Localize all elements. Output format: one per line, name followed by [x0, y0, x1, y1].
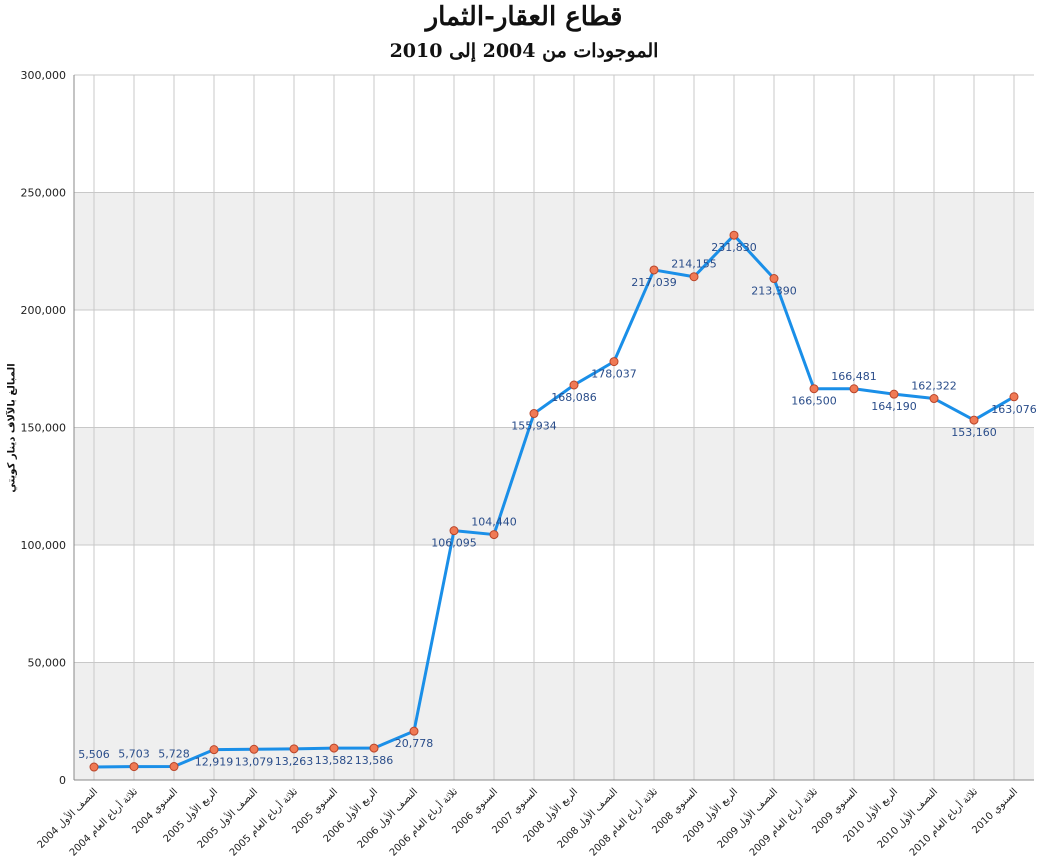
grid-band: [74, 662, 1034, 780]
data-point: [129, 762, 139, 772]
data-label: 217,039: [631, 276, 677, 289]
data-point: [849, 384, 859, 394]
data-point: [489, 530, 499, 540]
x-tick-label: ثلاثة أرباع العام 2008: [586, 785, 660, 859]
data-label: 166,481: [831, 370, 877, 383]
x-tick-label: ثلاثة أرباع العام 2009: [746, 785, 820, 859]
y-tick-label: 50,000: [28, 657, 67, 670]
data-point: [929, 394, 939, 404]
data-point: [569, 380, 579, 390]
data-point: [449, 526, 459, 536]
data-label: 153,160: [951, 426, 997, 439]
data-point: [769, 274, 779, 284]
data-label: 104,440: [471, 516, 517, 529]
x-tick-label: ثلاثة أرباع العام 2004: [66, 785, 140, 859]
data-label: 13,079: [235, 755, 274, 768]
grid-band: [74, 427, 1034, 545]
chart-title: قطاع العقار-الثمار: [425, 2, 623, 32]
data-point: [609, 357, 619, 367]
data-point: [1009, 392, 1019, 402]
data-point: [409, 726, 419, 736]
data-point: [89, 762, 99, 772]
data-label: 178,037: [591, 368, 637, 381]
data-label: 5,703: [118, 748, 150, 761]
data-label: 13,586: [355, 754, 394, 767]
data-label: 214,155: [671, 258, 717, 271]
data-point: [249, 744, 259, 754]
data-point: [809, 384, 819, 394]
x-tick-label: ثلاثة أرباع العام 2010: [906, 785, 980, 859]
data-label: 12,919: [195, 756, 234, 769]
y-tick-label: 150,000: [21, 422, 67, 435]
y-tick-label: 100,000: [21, 539, 67, 552]
data-point: [209, 745, 219, 755]
data-label: 5,506: [78, 748, 110, 761]
x-tick-label: ثلاثة أرباع العام 2005: [226, 785, 300, 859]
data-label: 168,086: [551, 391, 597, 404]
data-point: [169, 762, 179, 772]
data-point: [969, 415, 979, 425]
data-point: [689, 272, 699, 282]
data-label: 106,095: [431, 537, 477, 550]
data-label: 166,500: [791, 395, 837, 408]
data-label: 162,322: [911, 380, 957, 393]
data-label: 164,190: [871, 400, 917, 413]
data-point: [529, 409, 539, 419]
data-point: [329, 743, 339, 753]
y-tick-label: 0: [59, 774, 66, 787]
data-label: 163,076: [991, 403, 1037, 416]
data-point: [889, 389, 899, 399]
data-label: 5,728: [158, 748, 190, 761]
chart-subtitle: الموجودات من 2004 إلى 2010: [389, 40, 659, 62]
data-label: 155,934: [511, 420, 557, 433]
y-tick-label: 200,000: [21, 304, 67, 317]
data-label: 20,778: [395, 737, 434, 750]
data-point: [649, 265, 659, 275]
data-point: [289, 744, 299, 754]
y-tick-label: 250,000: [21, 187, 67, 200]
data-label: 13,263: [275, 755, 314, 768]
y-tick-label: 300,000: [21, 69, 67, 82]
data-point: [729, 230, 739, 240]
x-tick-label: ثلاثة أرباع العام 2006: [386, 785, 460, 859]
grid-band: [74, 192, 1034, 310]
data-point: [369, 743, 379, 753]
data-label: 213,390: [751, 285, 797, 298]
data-label: 13,582: [315, 754, 354, 767]
data-label: 231,830: [711, 241, 757, 254]
series-line: [93, 233, 1015, 769]
